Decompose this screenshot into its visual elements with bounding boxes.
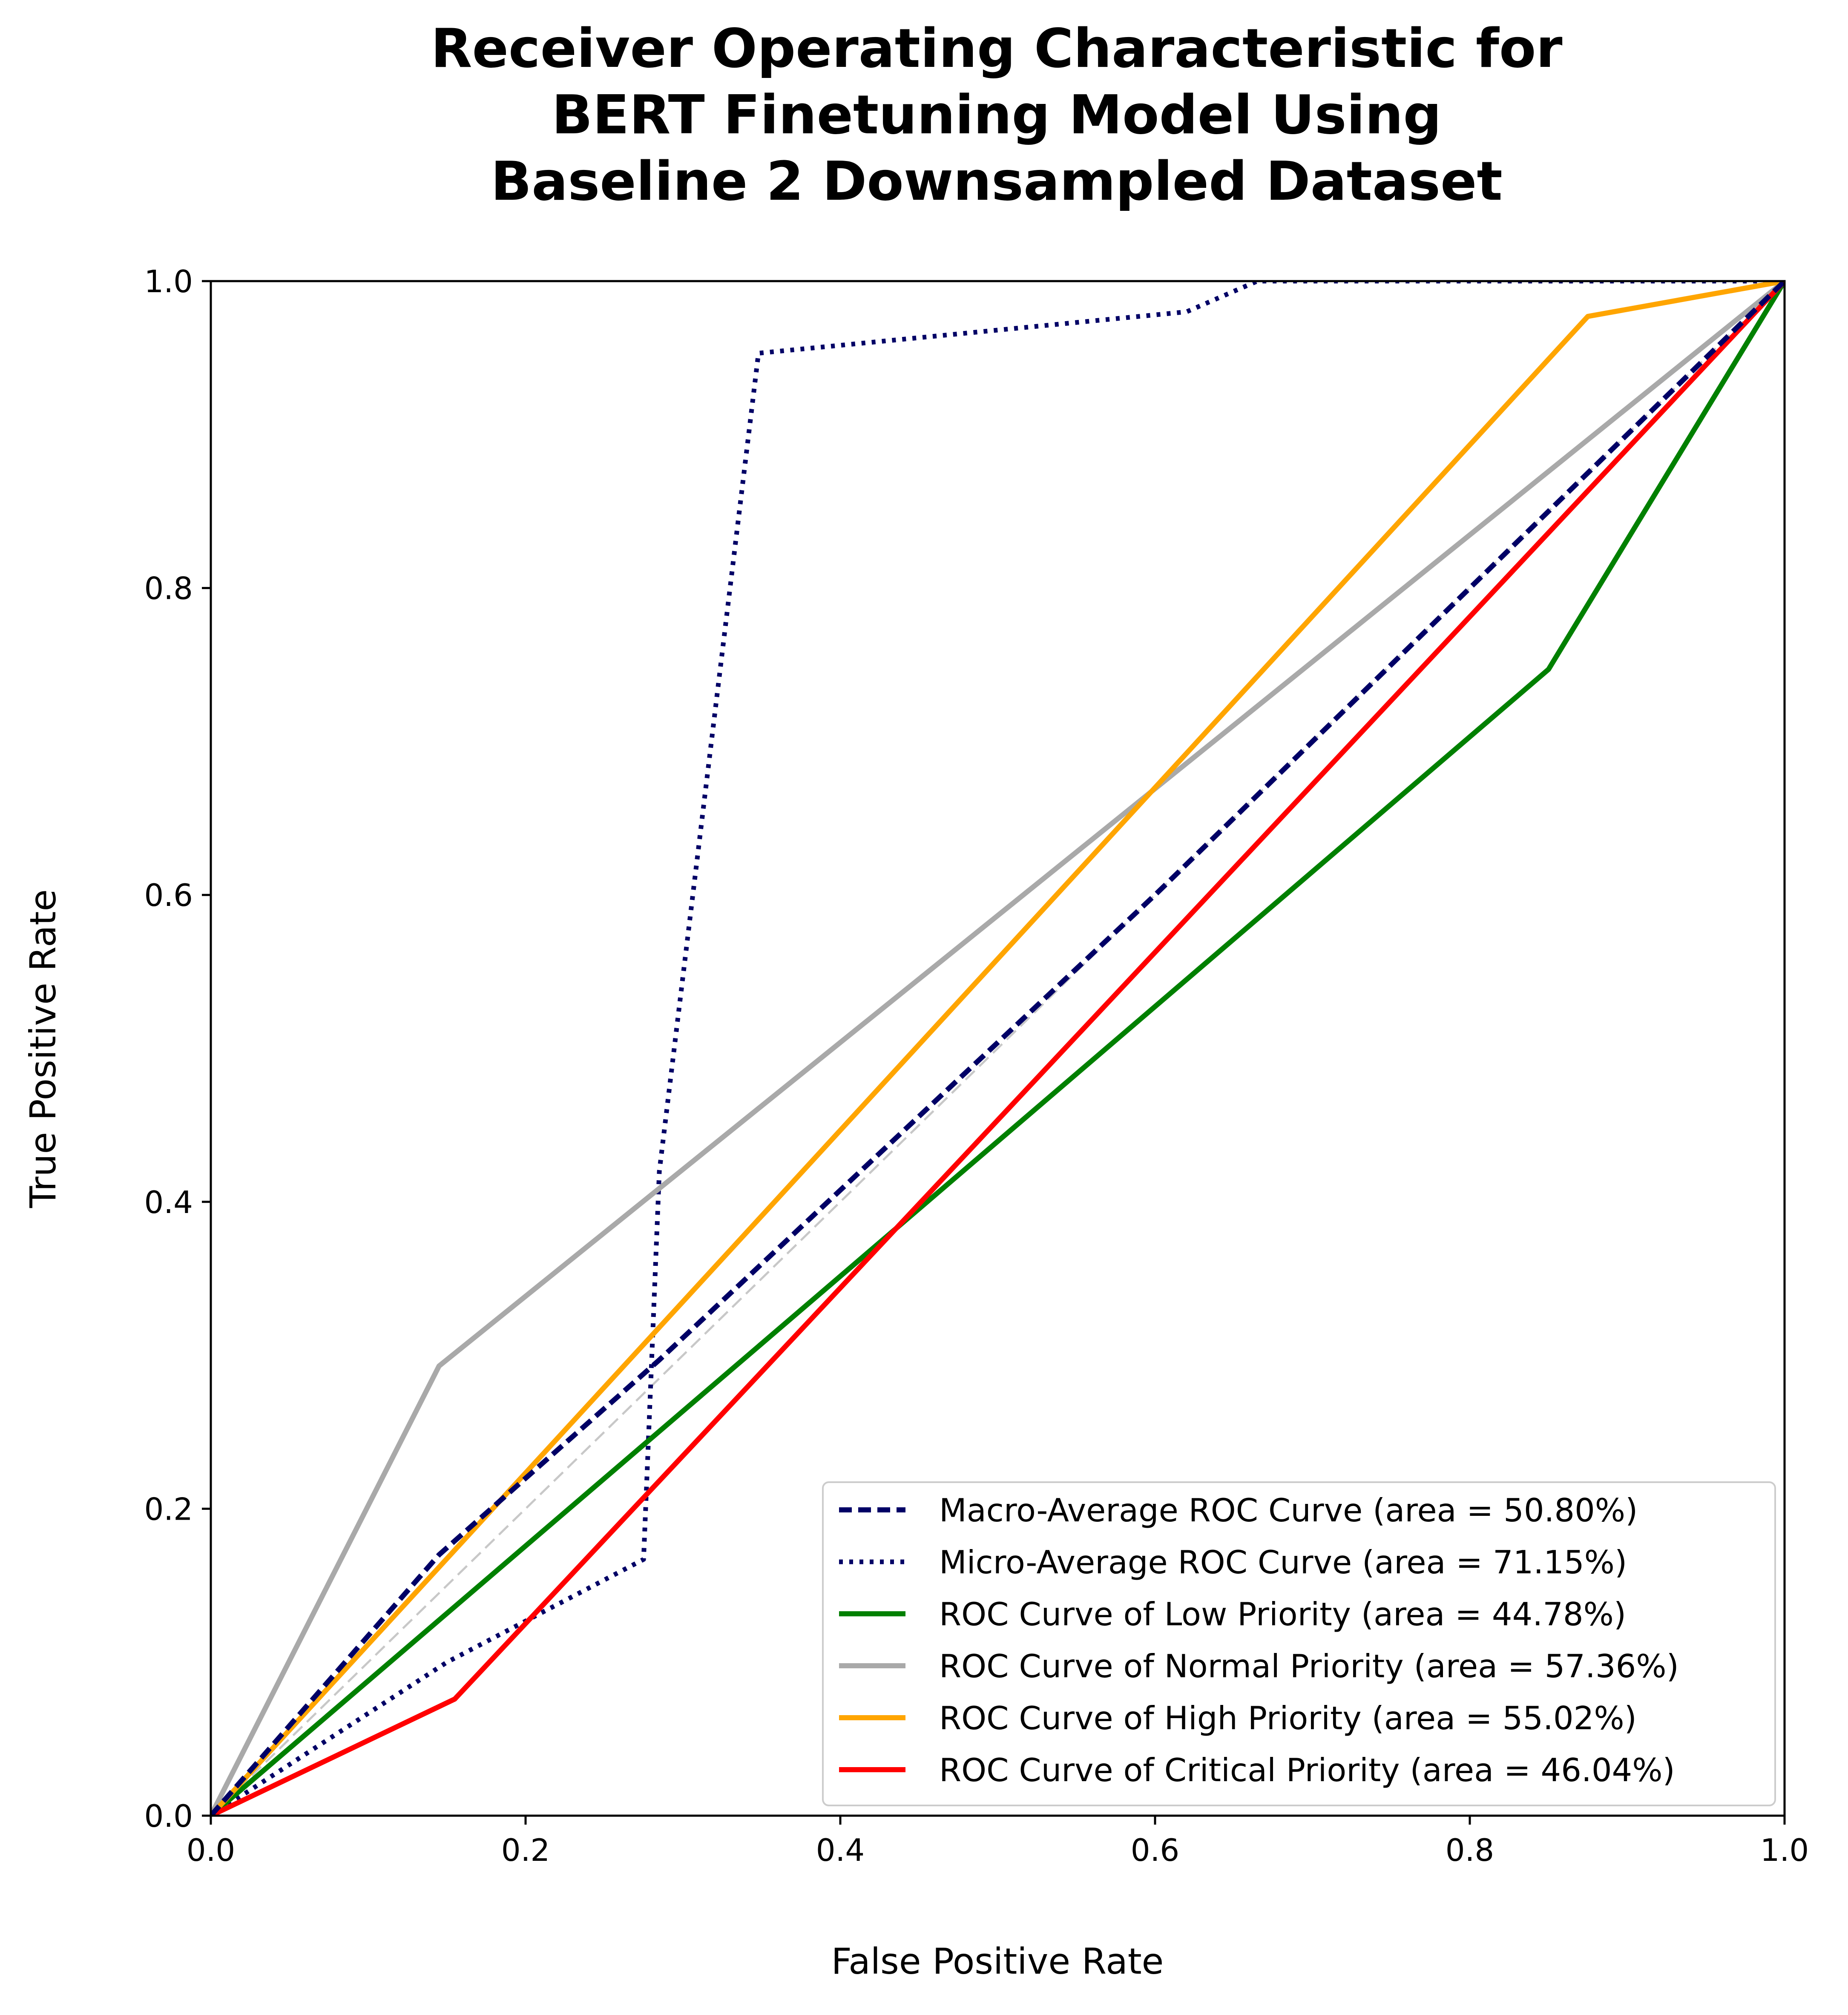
x-tick-label: 0.2 [501, 1832, 550, 1868]
series-line-4 [211, 281, 1785, 1816]
legend-entry-4: ROC Curve of Normal Priority (area = 57.… [939, 1647, 1679, 1685]
legend: Macro-Average ROC Curve (area = 50.80%) M… [822, 1481, 1776, 1806]
legend-box [822, 1481, 1776, 1806]
series-line-2 [211, 281, 1785, 1816]
series-line-5 [211, 281, 1785, 1816]
chart-title-line-1: Receiver Operating Characteristic for [431, 17, 1562, 80]
x-axis-label: False Positive Rate [831, 1940, 1164, 1982]
chart-title: Receiver Operating Characteristic forBER… [431, 17, 1562, 213]
series-line-1 [211, 281, 1785, 1816]
x-tick-label: 0.0 [187, 1832, 236, 1868]
y-tick-label: 1.0 [144, 264, 193, 299]
legend-entry-6: ROC Curve of Critical Priority (area = 4… [939, 1751, 1675, 1789]
y-axis-label: True Positive Rate [22, 889, 64, 1208]
chart-title-line-3: Baseline 2 Downsampled Dataset [491, 150, 1502, 213]
y-tick-label: 0.4 [144, 1184, 193, 1220]
x-tick-label: 0.6 [1131, 1832, 1180, 1868]
y-tick-label: 0.8 [144, 571, 193, 607]
series-lines [211, 281, 1785, 1816]
x-tick-label: 0.4 [816, 1832, 865, 1868]
series-line-6 [211, 281, 1785, 1816]
plot-area [211, 281, 1785, 1816]
legend-entry-3: ROC Curve of Low Priority (area = 44.78%… [939, 1595, 1626, 1633]
x-tick-label: 1.0 [1760, 1832, 1809, 1868]
series-line-3 [211, 281, 1785, 1816]
y-tick-label: 0.2 [144, 1491, 193, 1527]
y-axis-ticks: 0.0 0.2 0.4 0.6 0.8 1.0 [144, 264, 211, 1834]
legend-entry-1: Macro-Average ROC Curve (area = 50.80%) [939, 1492, 1638, 1529]
legend-entry-5: ROC Curve of High Priority (area = 55.02… [939, 1699, 1637, 1737]
chart-title-line-2: BERT Finetuning Model Using [552, 83, 1441, 146]
plot-frame [210, 280, 1786, 1817]
y-tick-label: 0.6 [144, 877, 193, 913]
x-tick-label: 0.8 [1446, 1832, 1494, 1868]
legend-entry-2: Micro-Average ROC Curve (area = 71.15%) [939, 1544, 1627, 1581]
y-tick-label: 0.0 [144, 1798, 193, 1834]
x-axis-ticks: 0.0 0.2 0.4 0.6 0.8 1.0 [187, 1816, 1809, 1868]
